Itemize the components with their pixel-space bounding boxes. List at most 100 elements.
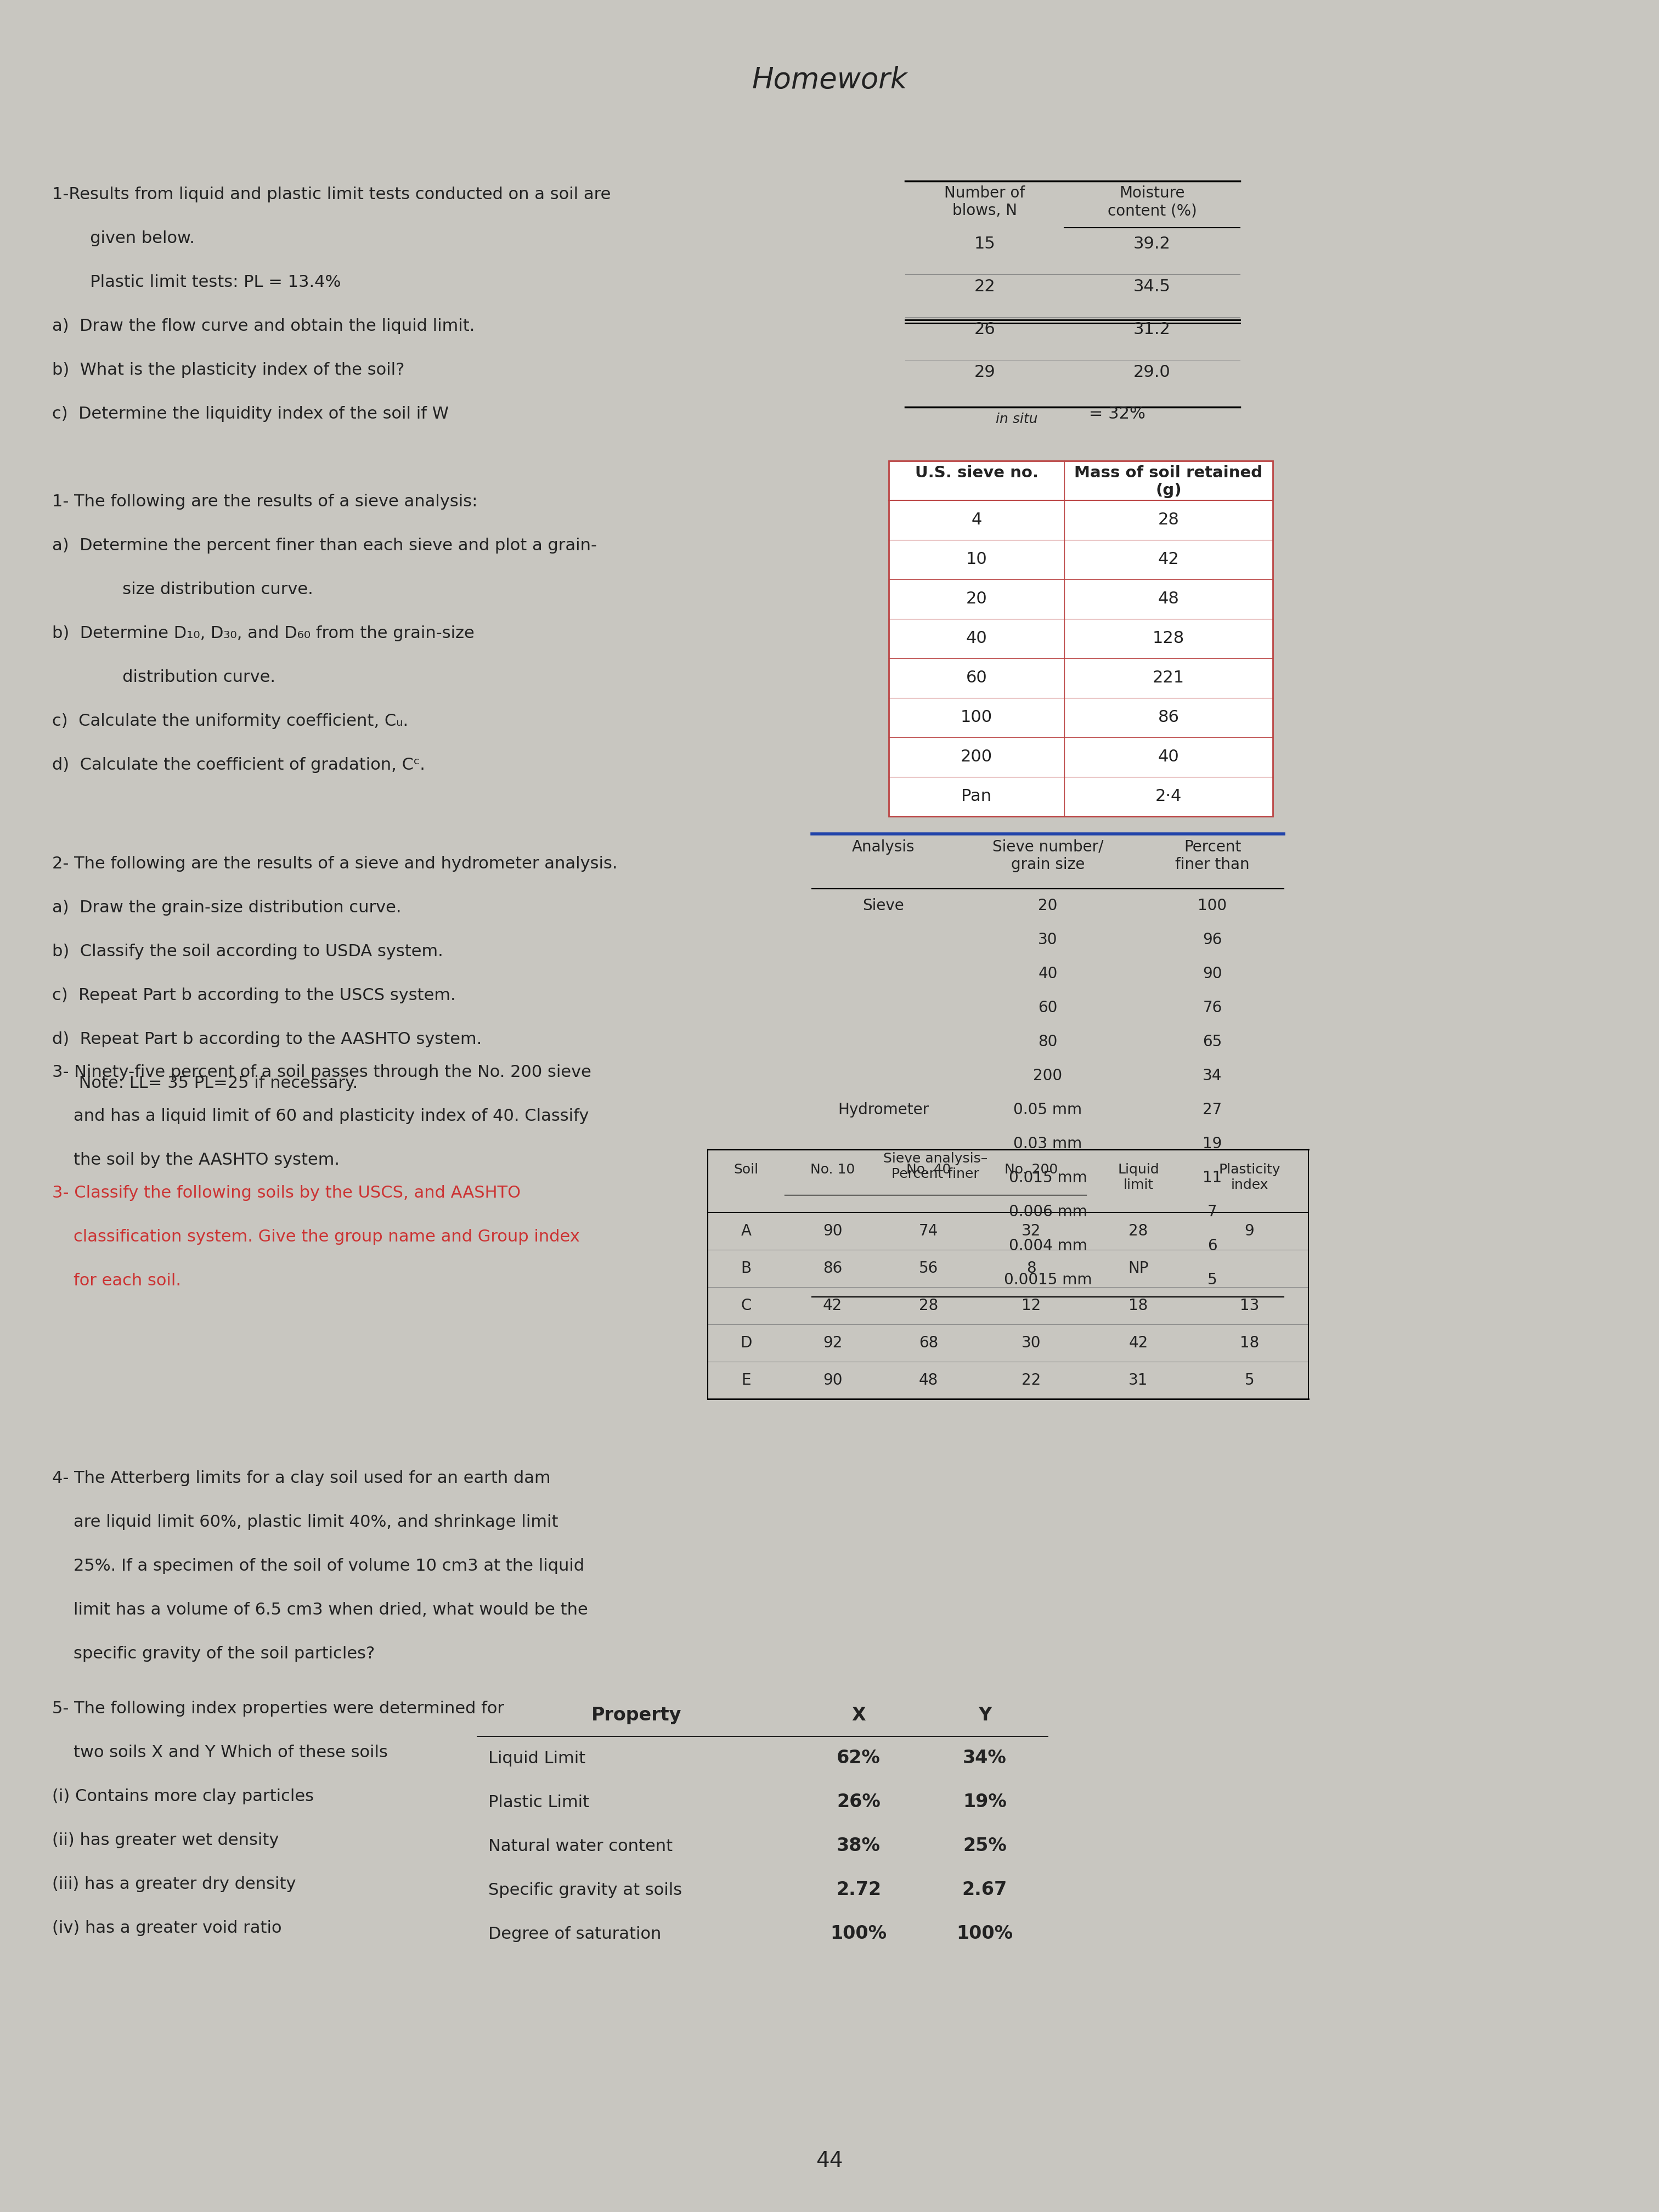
Text: 128: 128 bbox=[1153, 630, 1185, 646]
Text: 200: 200 bbox=[961, 750, 992, 765]
Text: 10: 10 bbox=[966, 551, 987, 568]
Text: 92: 92 bbox=[823, 1336, 843, 1352]
Text: 3- Classify the following soils by the USCS, and AASHTO: 3- Classify the following soils by the U… bbox=[51, 1186, 521, 1201]
Text: d)  Calculate the coefficient of gradation, Cᶜ.: d) Calculate the coefficient of gradatio… bbox=[51, 757, 425, 772]
Text: 2·4: 2·4 bbox=[1155, 790, 1181, 805]
Text: Liquid Limit: Liquid Limit bbox=[488, 1750, 586, 1765]
Text: Soil: Soil bbox=[733, 1164, 758, 1177]
Text: Natural water content: Natural water content bbox=[488, 1838, 672, 1854]
Text: 80: 80 bbox=[1039, 1035, 1057, 1048]
Text: Specific gravity at soils: Specific gravity at soils bbox=[488, 1882, 682, 1898]
Text: 74: 74 bbox=[919, 1223, 939, 1239]
Text: 22: 22 bbox=[1022, 1374, 1042, 1387]
Text: 31.2: 31.2 bbox=[1133, 321, 1171, 338]
Text: 86: 86 bbox=[823, 1261, 843, 1276]
Text: Analysis: Analysis bbox=[851, 838, 914, 854]
Text: 5: 5 bbox=[1244, 1374, 1254, 1387]
Text: 44: 44 bbox=[816, 2150, 843, 2172]
Text: 0.004 mm: 0.004 mm bbox=[1009, 1239, 1087, 1254]
Text: 62%: 62% bbox=[836, 1750, 881, 1767]
Text: U.S. sieve no.: U.S. sieve no. bbox=[914, 465, 1039, 480]
Text: B: B bbox=[742, 1261, 752, 1276]
Text: 60: 60 bbox=[966, 670, 987, 686]
Text: 15: 15 bbox=[974, 237, 995, 252]
Text: c)  Repeat Part b according to the USCS system.: c) Repeat Part b according to the USCS s… bbox=[51, 987, 456, 1004]
Text: 0.015 mm: 0.015 mm bbox=[1009, 1170, 1087, 1186]
Text: 22: 22 bbox=[974, 279, 995, 294]
Text: (i) Contains more clay particles: (i) Contains more clay particles bbox=[51, 1790, 314, 1805]
Text: two soils X and Y Which of these soils: two soils X and Y Which of these soils bbox=[51, 1745, 388, 1761]
Text: 96: 96 bbox=[1203, 931, 1223, 947]
Text: 8: 8 bbox=[1027, 1261, 1037, 1276]
Text: a)  Draw the grain-size distribution curve.: a) Draw the grain-size distribution curv… bbox=[51, 900, 401, 916]
Bar bbox=[889, 460, 1272, 816]
Text: 2- The following are the results of a sieve and hydrometer analysis.: 2- The following are the results of a si… bbox=[51, 856, 617, 872]
Text: 40: 40 bbox=[1039, 967, 1057, 982]
Text: d)  Repeat Part b according to the AASHTO system.: d) Repeat Part b according to the AASHTO… bbox=[51, 1031, 481, 1046]
Text: 30: 30 bbox=[1022, 1336, 1042, 1352]
Text: Hydrometer: Hydrometer bbox=[838, 1102, 929, 1117]
Text: 4: 4 bbox=[971, 513, 982, 529]
Text: 0.006 mm: 0.006 mm bbox=[1009, 1203, 1087, 1219]
Text: 26%: 26% bbox=[836, 1794, 881, 1812]
Text: = 32%: = 32% bbox=[1083, 407, 1145, 422]
Text: in situ: in situ bbox=[995, 414, 1037, 425]
Text: Liquid
limit: Liquid limit bbox=[1118, 1164, 1160, 1192]
Text: 29.0: 29.0 bbox=[1133, 365, 1171, 380]
Text: Plastic Limit: Plastic Limit bbox=[488, 1794, 589, 1809]
Text: 11: 11 bbox=[1203, 1170, 1223, 1186]
Text: 200: 200 bbox=[1034, 1068, 1062, 1084]
Text: 9: 9 bbox=[1244, 1223, 1254, 1239]
Text: size distribution curve.: size distribution curve. bbox=[85, 582, 314, 597]
Text: Pan: Pan bbox=[962, 790, 992, 805]
Text: (iv) has a greater void ratio: (iv) has a greater void ratio bbox=[51, 1920, 282, 1936]
Text: 26: 26 bbox=[974, 321, 995, 338]
Text: given below.: given below. bbox=[75, 230, 194, 246]
Text: 34.5: 34.5 bbox=[1133, 279, 1171, 294]
Text: b)  What is the plasticity index of the soil?: b) What is the plasticity index of the s… bbox=[51, 363, 405, 378]
Text: Y: Y bbox=[979, 1705, 992, 1725]
Text: C: C bbox=[742, 1298, 752, 1314]
Text: 40: 40 bbox=[966, 630, 987, 646]
Text: 7: 7 bbox=[1208, 1203, 1218, 1219]
Text: 25%. If a specimen of the soil of volume 10 cm3 at the liquid: 25%. If a specimen of the soil of volume… bbox=[51, 1557, 584, 1575]
Text: Sieve analysis–
Percent finer: Sieve analysis– Percent finer bbox=[883, 1152, 987, 1181]
Text: No. 200: No. 200 bbox=[1005, 1164, 1058, 1177]
Text: 28: 28 bbox=[1158, 513, 1180, 529]
Text: b)  Determine D₁₀, D₃₀, and D₆₀ from the grain-size: b) Determine D₁₀, D₃₀, and D₆₀ from the … bbox=[51, 626, 474, 641]
Text: Sieve number/
grain size: Sieve number/ grain size bbox=[992, 838, 1103, 872]
Text: 60: 60 bbox=[1039, 1000, 1057, 1015]
Text: 56: 56 bbox=[919, 1261, 939, 1276]
Text: 34%: 34% bbox=[962, 1750, 1007, 1767]
Text: 19%: 19% bbox=[962, 1794, 1007, 1812]
Text: 28: 28 bbox=[1128, 1223, 1148, 1239]
Text: 31: 31 bbox=[1128, 1374, 1148, 1387]
Text: 2.72: 2.72 bbox=[836, 1880, 881, 1900]
Text: 1- The following are the results of a sieve analysis:: 1- The following are the results of a si… bbox=[51, 493, 478, 509]
Text: (iii) has a greater dry density: (iii) has a greater dry density bbox=[51, 1876, 295, 1891]
Text: 3- Ninety-five percent of a soil passes through the No. 200 sieve: 3- Ninety-five percent of a soil passes … bbox=[51, 1064, 591, 1079]
Text: a)  Draw the flow curve and obtain the liquid limit.: a) Draw the flow curve and obtain the li… bbox=[51, 319, 474, 334]
Text: 6: 6 bbox=[1208, 1239, 1218, 1254]
Text: D: D bbox=[740, 1336, 752, 1352]
Text: 5- The following index properties were determined for: 5- The following index properties were d… bbox=[51, 1701, 504, 1717]
Text: 0.03 mm: 0.03 mm bbox=[1014, 1137, 1082, 1152]
Text: Homework: Homework bbox=[752, 66, 907, 95]
Text: the soil by the AASHTO system.: the soil by the AASHTO system. bbox=[51, 1152, 340, 1168]
Text: (ii) has greater wet density: (ii) has greater wet density bbox=[51, 1832, 279, 1849]
Text: Sieve: Sieve bbox=[863, 898, 904, 914]
Text: c)  Calculate the uniformity coefficient, Cᵤ.: c) Calculate the uniformity coefficient,… bbox=[51, 712, 408, 730]
Text: 90: 90 bbox=[823, 1223, 843, 1239]
Text: 18: 18 bbox=[1239, 1336, 1259, 1352]
Text: NP: NP bbox=[1128, 1261, 1148, 1276]
Text: 40: 40 bbox=[1158, 750, 1180, 765]
Text: 13: 13 bbox=[1239, 1298, 1259, 1314]
Text: 48: 48 bbox=[1158, 591, 1180, 606]
Text: 42: 42 bbox=[1128, 1336, 1148, 1352]
Text: 0.05 mm: 0.05 mm bbox=[1014, 1102, 1082, 1117]
Text: X: X bbox=[851, 1705, 866, 1725]
Text: 19: 19 bbox=[1203, 1137, 1223, 1152]
Text: No. 10: No. 10 bbox=[810, 1164, 854, 1177]
Text: 100%: 100% bbox=[957, 1924, 1014, 1942]
Text: 90: 90 bbox=[823, 1374, 843, 1387]
